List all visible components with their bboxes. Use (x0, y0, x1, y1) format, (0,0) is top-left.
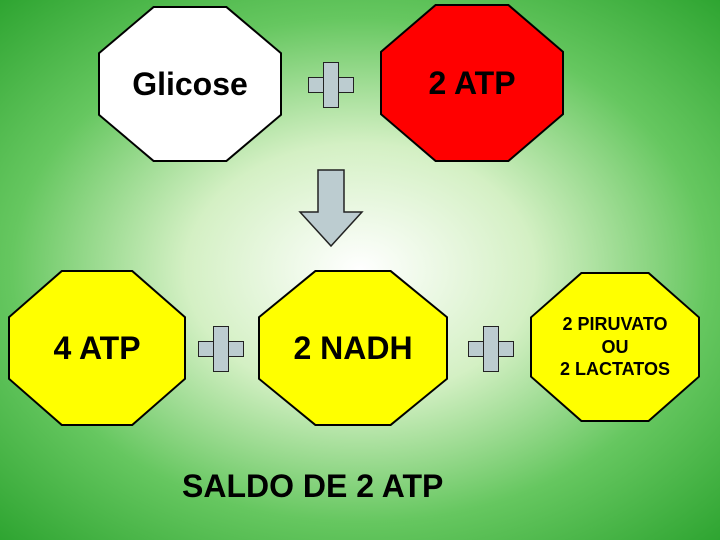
diagram-stage: Glicose 2 ATP 4 ATP 2 NADH 2 PIRUVATO OU… (0, 0, 720, 540)
atp2-top-octagon: 2 ATP (382, 6, 562, 160)
nadh2-label: 2 NADH (293, 330, 412, 367)
atp4-label: 4 ATP (53, 330, 140, 367)
glicose-label: Glicose (132, 66, 248, 103)
atp2-top-label: 2 ATP (428, 65, 515, 102)
glicose-octagon: Glicose (100, 8, 280, 160)
piruvato-octagon: 2 PIRUVATO OU 2 LACTATOS (532, 274, 698, 420)
piruvato-label: 2 PIRUVATO OU 2 LACTATOS (560, 313, 670, 381)
saldo-text: SALDO DE 2 ATP (182, 468, 443, 505)
plus-connector-bottom-2 (468, 326, 514, 372)
down-arrow (296, 168, 366, 248)
plus-connector-bottom-1 (198, 326, 244, 372)
plus-connector-top (308, 62, 354, 108)
